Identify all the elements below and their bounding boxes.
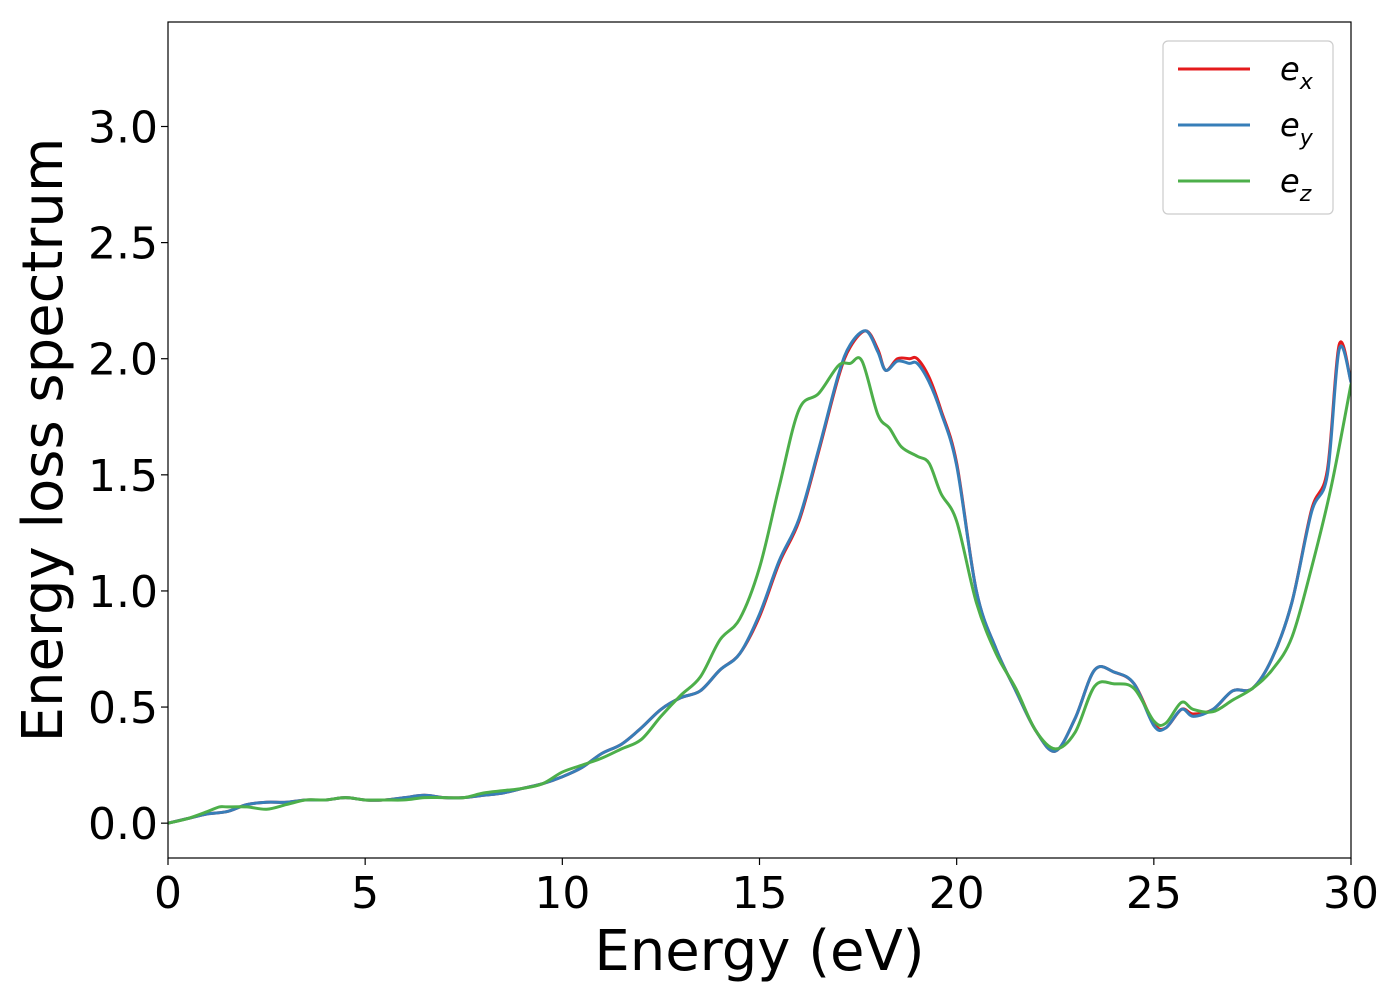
x-tick-label: 20 — [929, 868, 985, 919]
series-line-e_y — [168, 329, 1351, 825]
legend-box — [1162, 40, 1334, 215]
y-tick-label: 2.5 — [88, 219, 158, 270]
x-tick-label: 30 — [1323, 868, 1379, 919]
legend-entries: ex ey ez — [1178, 50, 1314, 207]
series-line-e_z — [168, 356, 1351, 825]
y-axis-ticks: 0.0 0.5 1.0 1.5 2.0 2.5 3.0 — [88, 103, 168, 850]
y-tick-label: 1.0 — [88, 567, 158, 618]
legend: ex ey ez — [1162, 40, 1334, 215]
x-axis-label: Energy (eV) — [594, 919, 924, 984]
x-tick-label: 10 — [534, 868, 590, 919]
x-axis-ticks: 0 5 10 15 20 25 30 — [154, 858, 1379, 919]
y-tick-label: 0.0 — [88, 799, 158, 850]
legend-label-e_z: ez — [1280, 162, 1312, 207]
x-tick-label: 25 — [1126, 868, 1182, 919]
legend-label-e_x: ex — [1280, 50, 1314, 95]
series-layer — [168, 329, 1351, 825]
x-tick-label: 15 — [732, 868, 788, 919]
x-tick-label: 0 — [154, 868, 182, 919]
legend-label-e_y: ey — [1280, 106, 1314, 151]
y-tick-label: 0.5 — [88, 683, 158, 734]
series-line-e_x — [168, 329, 1351, 825]
y-axis-label: Energy loss spectrum — [11, 138, 76, 743]
y-tick-label: 2.0 — [88, 335, 158, 386]
x-tick-label: 5 — [351, 868, 379, 919]
y-tick-label: 3.0 — [88, 103, 158, 154]
y-tick-label: 1.5 — [88, 451, 158, 502]
